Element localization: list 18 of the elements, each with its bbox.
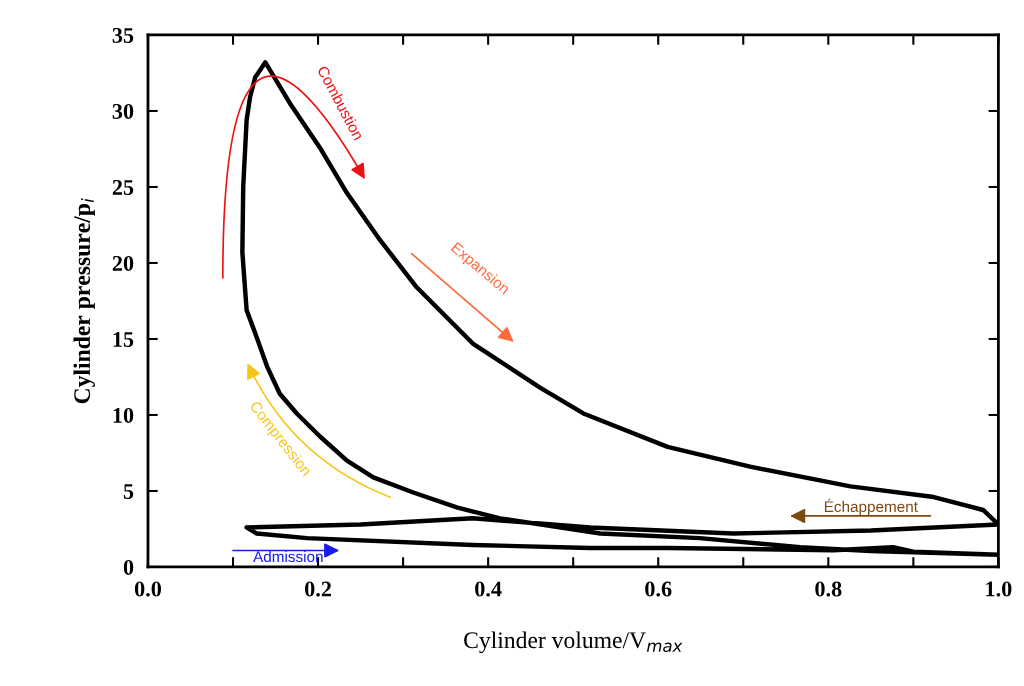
y-tick-label: 0 [123,559,134,575]
x-tick-label: 0.8 [815,581,842,597]
y-axis-title: Cylinder pressure/p$_{i}$ [73,198,95,404]
y-tick-label: 5 [123,484,134,499]
annotation: Admission [253,550,323,563]
y-tick-label: 30 [112,103,134,119]
y-tick-label: 15 [113,332,134,347]
x-tick-label: 0.0 [134,581,162,597]
annotation: Échappement [824,498,918,516]
x-tick-label: 0.2 [305,581,331,597]
x-tick-label: 1.0 [986,581,1012,597]
x-tick-label: 0.4 [475,581,502,597]
y-tick-label: 25 [112,179,134,195]
y-tick-label: 20 [112,255,134,271]
y-tick-label: 10 [113,407,134,423]
x-tick-label: 0.6 [645,581,672,597]
y-tick-label: 35 [112,27,134,43]
x-axis-title: Cylinder volume/V$_{max}$ [464,631,683,654]
